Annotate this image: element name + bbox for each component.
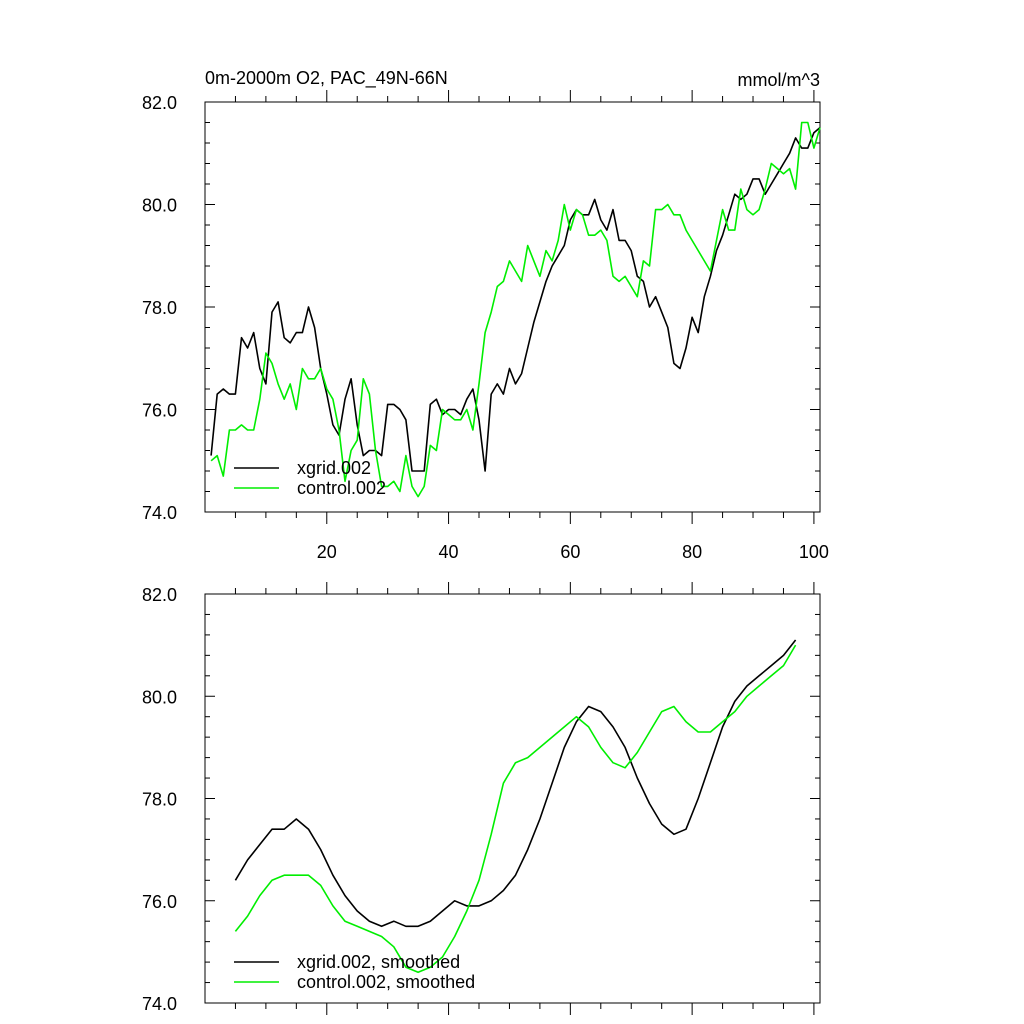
plot-frame [204, 593, 821, 1004]
series-line-xgrid-002-smoothed [234, 639, 797, 928]
legend-label: control.002, smoothed [297, 972, 475, 992]
series-line-xgrid-002 [210, 126, 821, 472]
y-tick-label: 82.0 [142, 585, 177, 605]
y-tick-label: 78.0 [142, 790, 177, 810]
series-line-control-002-smoothed [234, 644, 797, 974]
plot-frame [204, 101, 821, 513]
y-tick-label: 76.0 [142, 892, 177, 912]
chart-title: 0m-2000m O2, PAC_49N-66N [205, 68, 448, 89]
top-panel: 74.0 76.0 78.0 80.0 82.0 20 40 60 80 100 xgrid.002… [142, 90, 829, 562]
y-tick-label: 74.0 [142, 994, 177, 1014]
x-tick-label: 40 [439, 542, 459, 562]
y-tick-label: 76.0 [142, 401, 177, 421]
y-tick-label: 80.0 [142, 687, 177, 707]
bottom-panel: 74.0 76.0 78.0 80.0 82.0 xgrid.002, smoothedc… [142, 582, 821, 1015]
series-line-control-002 [210, 121, 821, 498]
x-tick-label: 80 [682, 542, 702, 562]
legend-label: xgrid.002 [297, 458, 371, 478]
y-tick-label: 78.0 [142, 298, 177, 318]
y-tick-label: 82.0 [142, 93, 177, 113]
units-label: mmol/m^3 [738, 70, 820, 90]
legend-label: control.002 [297, 478, 386, 498]
y-tick-label: 74.0 [142, 503, 177, 523]
x-tick-label: 60 [560, 542, 580, 562]
x-tick-label: 100 [799, 542, 829, 562]
legend-label: xgrid.002, smoothed [297, 952, 460, 972]
y-tick-label: 80.0 [142, 196, 177, 216]
x-tick-label: 20 [317, 542, 337, 562]
